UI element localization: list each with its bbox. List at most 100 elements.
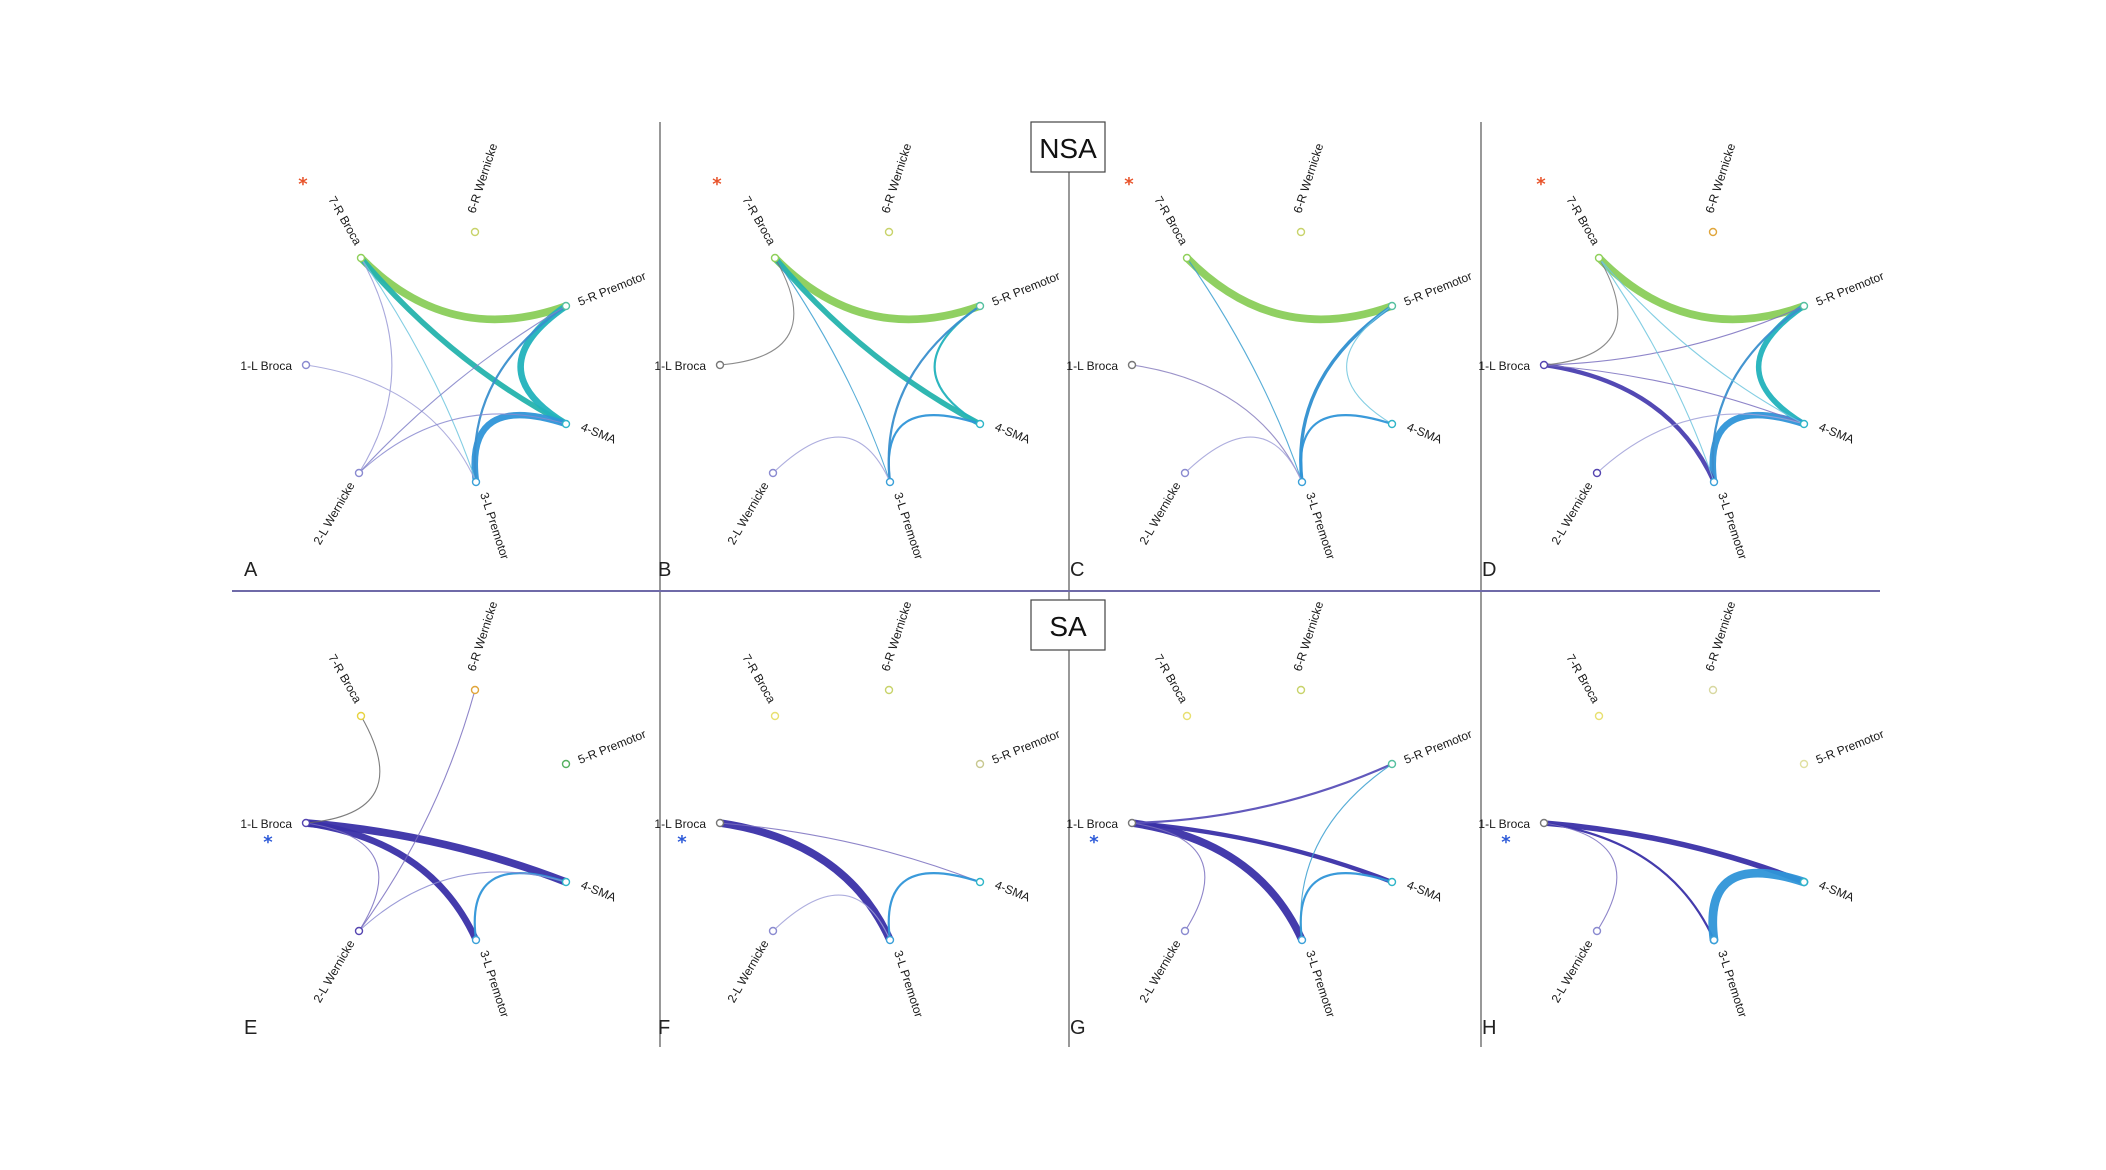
node-label-7-r-broca: 7-R Broca <box>739 652 778 706</box>
edge-1-l-broca-to-4-sma <box>1543 364 1805 425</box>
significance-star: * <box>263 832 273 853</box>
node-label-3-l-premotor: 3-L Premotor <box>1715 491 1750 562</box>
node-label-3-l-premotor: 3-L Premotor <box>1715 949 1750 1020</box>
node-6-r-wernicke <box>470 227 480 237</box>
node-label-6-r-wernicke: 6-R Wernicke <box>1703 141 1739 215</box>
node-label-2-l-wernicke: 2-L Wernicke <box>1136 479 1183 547</box>
edge-2-l-wernicke-to-4-sma <box>1596 413 1805 474</box>
edge-5-r-premotor-to-3-l-premotor <box>473 304 568 484</box>
node-label-1-l-broca: 1-L Broca <box>240 817 292 831</box>
node-3-l-premotor <box>471 477 481 487</box>
node-6-r-wernicke <box>884 685 894 695</box>
node-label-6-r-wernicke: 6-R Wernicke <box>1703 599 1739 673</box>
node-label-2-l-wernicke: 2-L Wernicke <box>310 937 357 1005</box>
node-label-4-sma: 4-SMA <box>1405 878 1444 905</box>
panel-letter: C <box>1070 559 1084 581</box>
edge-7-r-broca-to-3-l-premotor <box>360 257 477 483</box>
section-title-sa: SA <box>1030 599 1106 651</box>
node-label-1-l-broca: 1-L Broca <box>1478 817 1530 831</box>
node-label-3-l-premotor: 3-L Premotor <box>1303 491 1338 562</box>
edges <box>1128 762 1395 944</box>
node-label-4-sma: 4-SMA <box>993 420 1032 447</box>
edges <box>302 689 570 944</box>
node-label-4-sma: 4-SMA <box>1817 420 1856 447</box>
node-label-5-r-premotor: 5-R Premotor <box>1402 727 1474 767</box>
node-4-sma <box>561 877 571 887</box>
edge-4-sma-to-3-l-premotor <box>1299 872 1394 942</box>
node-7-r-broca <box>1182 253 1192 263</box>
edge-7-r-broca-to-5-r-premotor <box>357 254 570 324</box>
edge-1-l-broca-to-2-l-wernicke <box>305 822 380 932</box>
significance-star: * <box>1124 174 1134 195</box>
node-5-r-premotor <box>561 301 571 311</box>
node-label-2-l-wernicke: 2-L Wernicke <box>1548 937 1595 1005</box>
node-label-5-r-premotor: 5-R Premotor <box>1814 727 1886 767</box>
node-label-7-r-broca: 7-R Broca <box>739 194 778 248</box>
node-label-1-l-broca: 1-L Broca <box>654 817 706 831</box>
node-label-1-l-broca: 1-L Broca <box>1066 359 1118 373</box>
node-5-r-premotor <box>561 759 571 769</box>
node-7-r-broca <box>1594 711 1604 721</box>
edge-1-l-broca-to-3-l-premotor <box>305 364 477 483</box>
section-title-nsa-text: NSA <box>1039 133 1097 164</box>
node-label-6-r-wernicke: 6-R Wernicke <box>879 141 915 215</box>
node-1-l-broca <box>715 818 725 828</box>
node-label-3-l-premotor: 3-L Premotor <box>891 491 926 562</box>
edge-1-l-broca-to-5-r-premotor <box>1543 305 1805 366</box>
node-4-sma <box>1387 419 1397 429</box>
node-2-l-wernicke <box>354 468 364 478</box>
significance-star: * <box>677 832 687 853</box>
node-5-r-premotor <box>1799 759 1809 769</box>
edge-2-l-wernicke-to-3-l-premotor <box>772 436 891 483</box>
node-5-r-premotor <box>1387 759 1397 769</box>
node-3-l-premotor <box>1709 477 1719 487</box>
node-4-sma <box>975 419 985 429</box>
edge-2-l-wernicke-to-4-sma <box>358 871 567 932</box>
node-label-7-r-broca: 7-R Broca <box>1151 652 1190 706</box>
panel-f: 1-L Broca 2-L Wernicke 3-L Premotor 4-SMA 5-… <box>654 599 1062 1039</box>
node-5-r-premotor <box>1799 301 1809 311</box>
node-label-4-sma: 4-SMA <box>993 878 1032 905</box>
edges <box>719 254 984 484</box>
panel-letter: D <box>1482 559 1496 581</box>
edge-1-l-broca-to-4-sma <box>1129 820 1395 885</box>
node-label-6-r-wernicke: 6-R Wernicke <box>879 599 915 673</box>
node-4-sma <box>1387 877 1397 887</box>
node-6-r-wernicke <box>1708 227 1718 237</box>
node-6-r-wernicke <box>884 227 894 237</box>
node-label-5-r-premotor: 5-R Premotor <box>990 269 1062 309</box>
significance-star: * <box>1501 832 1511 853</box>
node-label-6-r-wernicke: 6-R Wernicke <box>1291 141 1327 215</box>
node-label-7-r-broca: 7-R Broca <box>1151 194 1190 248</box>
edge-1-l-broca-to-7-r-broca <box>305 715 381 824</box>
edge-7-r-broca-to-2-l-wernicke <box>358 257 393 474</box>
edge-7-r-broca-to-5-r-premotor <box>771 254 984 324</box>
panel-c: 1-L Broca 2-L Wernicke 3-L Premotor 4-SMA 5-… <box>1066 141 1474 581</box>
section-title-sa-box <box>1030 599 1106 651</box>
edge-7-r-broca-to-3-l-premotor <box>1598 257 1715 483</box>
node-7-r-broca <box>1594 253 1604 263</box>
edge-4-sma-to-3-l-premotor <box>1708 868 1809 945</box>
edge-1-l-broca-to-3-l-premotor <box>1541 362 1717 485</box>
edge-2-l-wernicke-to-3-l-premotor <box>1184 436 1303 483</box>
node-label-2-l-wernicke: 2-L Wernicke <box>310 479 357 547</box>
node-2-l-wernicke <box>1592 468 1602 478</box>
node-4-sma <box>561 419 571 429</box>
edge-7-r-broca-to-4-sma <box>772 255 983 427</box>
node-7-r-broca <box>770 253 780 263</box>
edge-4-sma-to-3-l-premotor <box>473 872 568 942</box>
node-label-4-sma: 4-SMA <box>1817 878 1856 905</box>
edge-1-l-broca-to-3-l-premotor <box>302 819 480 944</box>
node-label-5-r-premotor: 5-R Premotor <box>576 269 648 309</box>
section-title-sa-text: SA <box>1049 611 1087 642</box>
edge-4-sma-to-3-l-premotor <box>1299 414 1394 484</box>
node-label-1-l-broca: 1-L Broca <box>1478 359 1530 373</box>
node-label-5-r-premotor: 5-R Premotor <box>990 727 1062 767</box>
edge-1-l-broca-to-3-l-premotor <box>716 819 894 944</box>
node-3-l-premotor <box>885 477 895 487</box>
edges <box>1131 254 1396 484</box>
edge-2-l-wernicke-to-4-sma <box>358 413 567 474</box>
node-1-l-broca <box>301 360 311 370</box>
node-label-1-l-broca: 1-L Broca <box>1066 817 1118 831</box>
